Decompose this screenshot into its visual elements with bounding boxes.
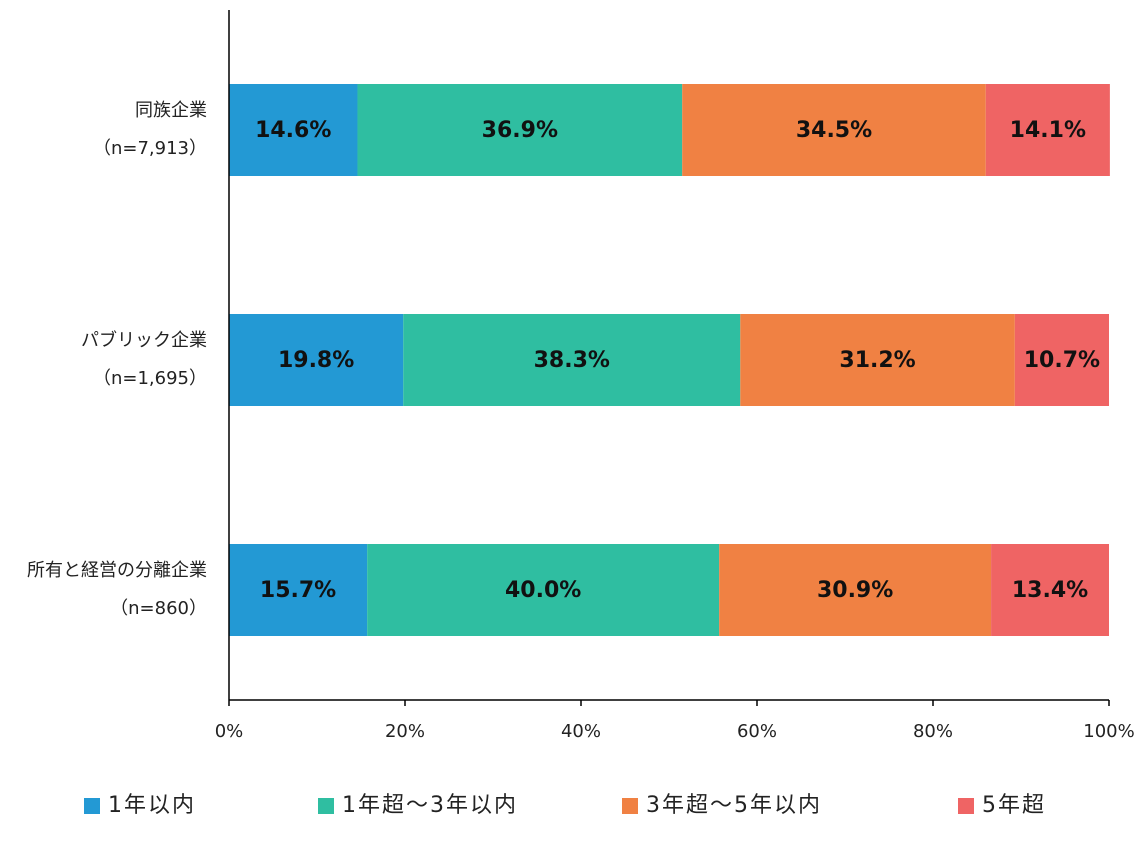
value-label: 19.8% (278, 348, 354, 373)
x-tick-label: 60% (737, 721, 777, 742)
x-tick-label: 40% (561, 721, 601, 742)
legend-label: 1年以内 (108, 793, 196, 818)
legend-label: 5年超 (982, 793, 1046, 818)
value-label: 30.9% (817, 578, 893, 603)
legend-label: 3年超～5年以内 (646, 793, 822, 818)
bar-segment (367, 544, 720, 636)
bar-segment (229, 84, 358, 176)
legend-swatch (84, 798, 100, 814)
value-label: 34.5% (796, 118, 872, 143)
value-label: 36.9% (482, 118, 558, 143)
bar-segment (719, 544, 992, 636)
y-tick-label: （n=1,695） (93, 368, 207, 389)
y-tick-label: 所有と経営の分離企業 (27, 560, 207, 581)
bar-segment (229, 314, 404, 406)
y-tick-label: 同族企業 (135, 100, 207, 121)
value-label: 10.7% (1024, 348, 1100, 373)
x-tick-label: 0% (215, 721, 244, 742)
y-tick-label: （n=7,913） (93, 138, 207, 159)
legend-label: 1年超～3年以内 (342, 793, 518, 818)
bar-segment (1014, 314, 1109, 406)
y-tick-label: （n=860） (110, 598, 207, 619)
legend-swatch (622, 798, 638, 814)
bar-segment (682, 84, 986, 176)
bar-segment (357, 84, 683, 176)
value-label: 14.1% (1010, 118, 1086, 143)
bar-segment (403, 314, 741, 406)
value-label: 14.6% (255, 118, 331, 143)
bar-segment (229, 544, 368, 636)
bar-segment (991, 544, 1109, 636)
y-tick-label: パブリック企業 (81, 329, 207, 351)
bar-segment (985, 84, 1110, 176)
value-label: 15.7% (260, 578, 336, 603)
legend-swatch (318, 798, 334, 814)
value-label: 40.0% (505, 578, 581, 603)
value-label: 13.4% (1012, 578, 1088, 603)
x-tick-label: 20% (385, 721, 425, 742)
value-label: 38.3% (534, 348, 610, 373)
legend-swatch (958, 798, 974, 814)
x-tick-label: 100% (1083, 721, 1134, 742)
x-tick-label: 80% (913, 721, 953, 742)
bar-segment (740, 314, 1015, 406)
value-label: 31.2% (839, 348, 915, 373)
